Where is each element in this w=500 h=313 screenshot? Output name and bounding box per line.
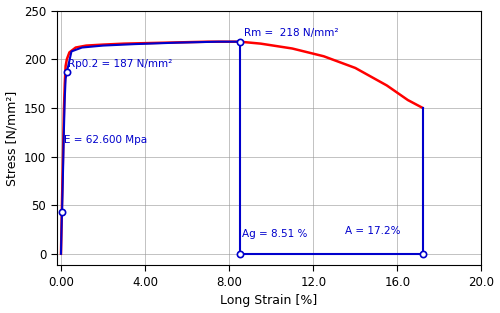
Text: Rp0.2 = 187 N/mm²: Rp0.2 = 187 N/mm² — [68, 59, 172, 69]
Y-axis label: Stress [N/mm²]: Stress [N/mm²] — [6, 90, 18, 186]
Text: E = 62.600 Mpa: E = 62.600 Mpa — [64, 135, 146, 145]
X-axis label: Long Strain [%]: Long Strain [%] — [220, 295, 318, 307]
Text: Ag = 8.51 %: Ag = 8.51 % — [242, 229, 307, 239]
Text: Rm =  218 N/mm²: Rm = 218 N/mm² — [244, 28, 338, 38]
Text: A = 17.2%: A = 17.2% — [345, 226, 401, 236]
